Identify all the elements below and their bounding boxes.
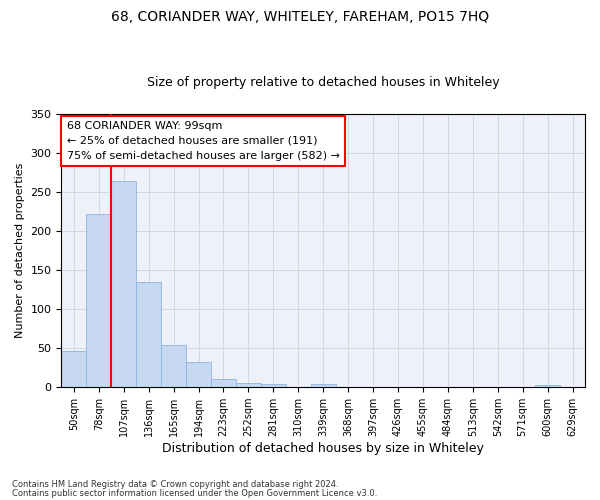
Bar [186,362,211,387]
Bar [111,180,136,387]
Bar [211,380,236,387]
Text: Contains HM Land Registry data © Crown copyright and database right 2024.: Contains HM Land Registry data © Crown c… [12,480,338,489]
Y-axis label: Number of detached properties: Number of detached properties [15,163,25,338]
Text: 68 CORIANDER WAY: 99sqm
← 25% of detached houses are smaller (191)
75% of semi-d: 68 CORIANDER WAY: 99sqm ← 25% of detache… [67,121,340,160]
Bar [261,384,286,387]
Bar [61,350,86,387]
X-axis label: Distribution of detached houses by size in Whiteley: Distribution of detached houses by size … [162,442,484,455]
Bar [311,384,335,387]
Bar [136,282,161,387]
Text: Contains public sector information licensed under the Open Government Licence v3: Contains public sector information licen… [12,489,377,498]
Bar [236,382,261,387]
Text: 68, CORIANDER WAY, WHITELEY, FAREHAM, PO15 7HQ: 68, CORIANDER WAY, WHITELEY, FAREHAM, PO… [111,10,489,24]
Bar [535,385,560,387]
Title: Size of property relative to detached houses in Whiteley: Size of property relative to detached ho… [147,76,500,90]
Bar [161,345,186,387]
Bar [86,214,111,387]
